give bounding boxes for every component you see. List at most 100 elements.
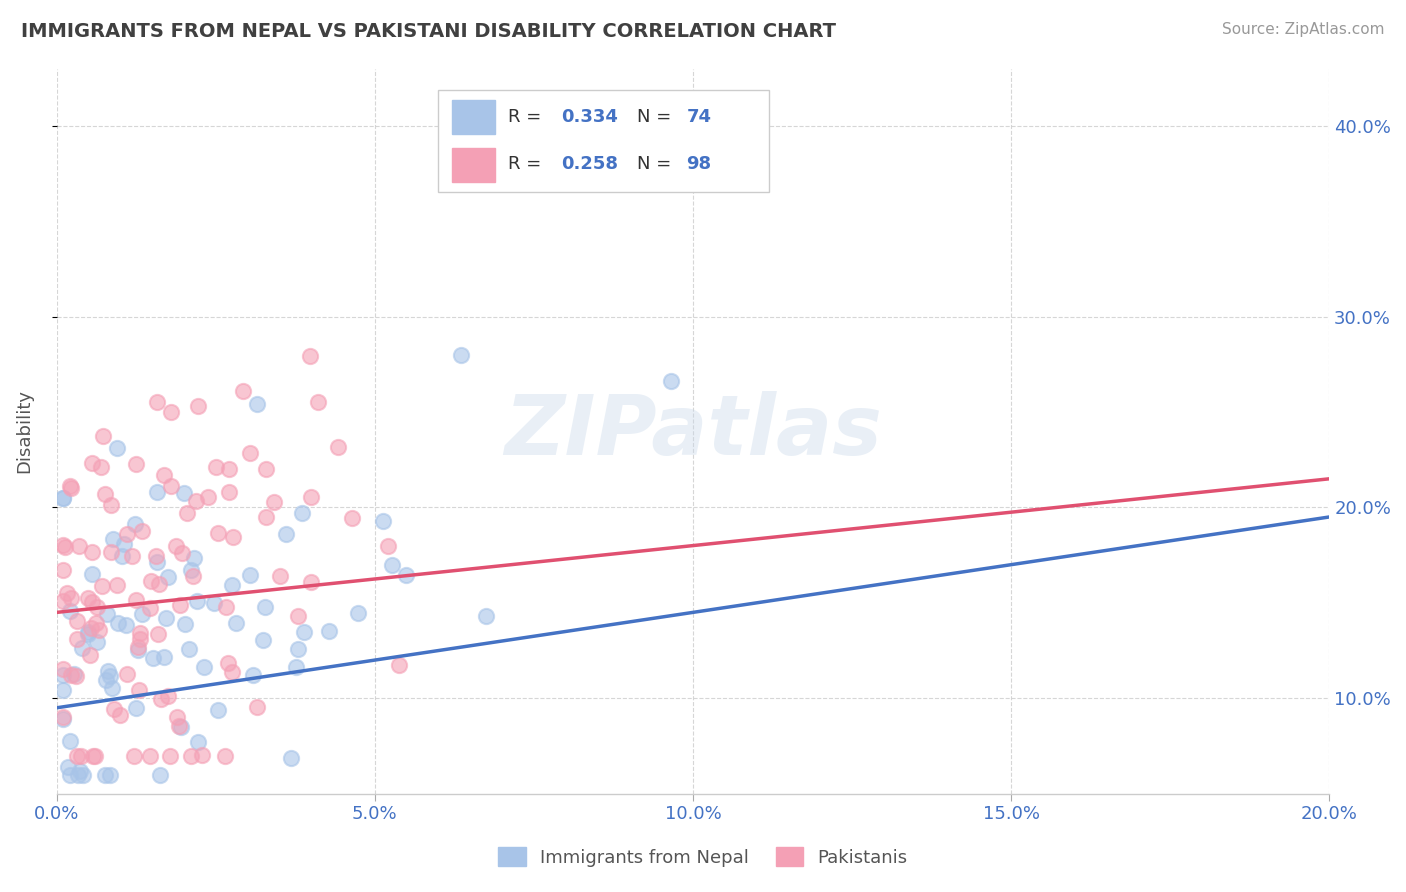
Point (377, 539, 399, 553)
Point (475, 608, 498, 623)
Legend: Immigrants from Nepal, Pakistanis: Immigrants from Nepal, Pakistanis (491, 840, 915, 874)
Y-axis label: Disability: Disability (15, 389, 32, 473)
Point (90, 459, 112, 474)
Point (79, 648, 101, 663)
Point (129, 626, 152, 640)
Point (252, 633, 274, 648)
Point (239, 446, 262, 460)
Point (52, 491, 75, 506)
Point (80, 621, 103, 635)
Point (65, 669, 87, 683)
Point (169, 598, 191, 612)
Point (139, 748, 162, 763)
Point (52, 662, 75, 676)
Point (254, 509, 277, 524)
Point (156, 570, 179, 584)
Point (105, 441, 128, 455)
Point (187, 735, 209, 749)
Point (146, 555, 169, 569)
Point (76, 624, 98, 639)
Point (131, 524, 153, 538)
Point (98, 669, 121, 683)
Point (94, 673, 117, 687)
Point (193, 660, 215, 674)
Point (55, 586, 77, 600)
Point (145, 395, 167, 409)
Point (450, 348, 472, 362)
Point (342, 510, 364, 524)
Point (299, 491, 322, 505)
Point (70, 748, 93, 763)
Point (318, 624, 340, 639)
Point (59, 479, 82, 493)
Text: Source: ZipAtlas.com: Source: ZipAtlas.com (1222, 22, 1385, 37)
Point (254, 461, 277, 475)
Point (84, 616, 107, 631)
Point (80, 456, 103, 470)
Point (52, 537, 75, 551)
Point (53, 540, 76, 554)
Point (115, 617, 138, 632)
Point (217, 656, 239, 670)
Point (52, 712, 75, 726)
Point (91, 579, 114, 593)
Point (347, 606, 370, 620)
Point (197, 490, 219, 504)
Point (269, 569, 291, 583)
Point (94, 487, 117, 501)
Point (145, 549, 167, 563)
Point (100, 545, 122, 559)
Point (183, 550, 205, 565)
Point (96, 607, 118, 621)
Point (59, 767, 82, 781)
Point (186, 594, 208, 608)
Point (121, 549, 143, 563)
Point (100, 681, 122, 696)
Point (207, 526, 229, 541)
Point (142, 651, 165, 665)
Point (222, 530, 245, 544)
Point (131, 607, 153, 622)
Point (52, 563, 75, 577)
Point (232, 384, 254, 398)
Point (180, 563, 202, 577)
Point (207, 703, 229, 717)
Point (59, 733, 82, 747)
Point (156, 689, 179, 703)
Point (152, 649, 174, 664)
Point (274, 527, 297, 541)
Point (62, 667, 84, 681)
Point (52, 682, 75, 697)
Point (67, 539, 90, 553)
Point (125, 701, 148, 715)
Point (66, 614, 89, 628)
Point (661, 374, 683, 388)
Point (94, 767, 117, 781)
Point (148, 627, 170, 641)
Point (103, 702, 125, 716)
Point (160, 404, 183, 418)
Point (165, 539, 187, 553)
Point (128, 632, 150, 646)
Point (59, 591, 82, 606)
Point (153, 467, 176, 482)
Point (69, 764, 91, 779)
Point (169, 719, 191, 733)
Point (115, 526, 138, 541)
Point (97, 665, 120, 679)
Point (127, 642, 149, 657)
Point (66, 632, 89, 646)
Point (176, 506, 198, 520)
Point (52, 594, 75, 608)
Point (246, 700, 269, 714)
Point (86, 634, 108, 648)
Point (59, 668, 82, 682)
Point (214, 748, 236, 763)
Point (105, 577, 128, 591)
Point (124, 457, 146, 471)
Point (114, 537, 136, 551)
Point (89, 623, 111, 637)
Point (160, 478, 183, 492)
Point (170, 546, 193, 560)
Point (246, 397, 269, 411)
